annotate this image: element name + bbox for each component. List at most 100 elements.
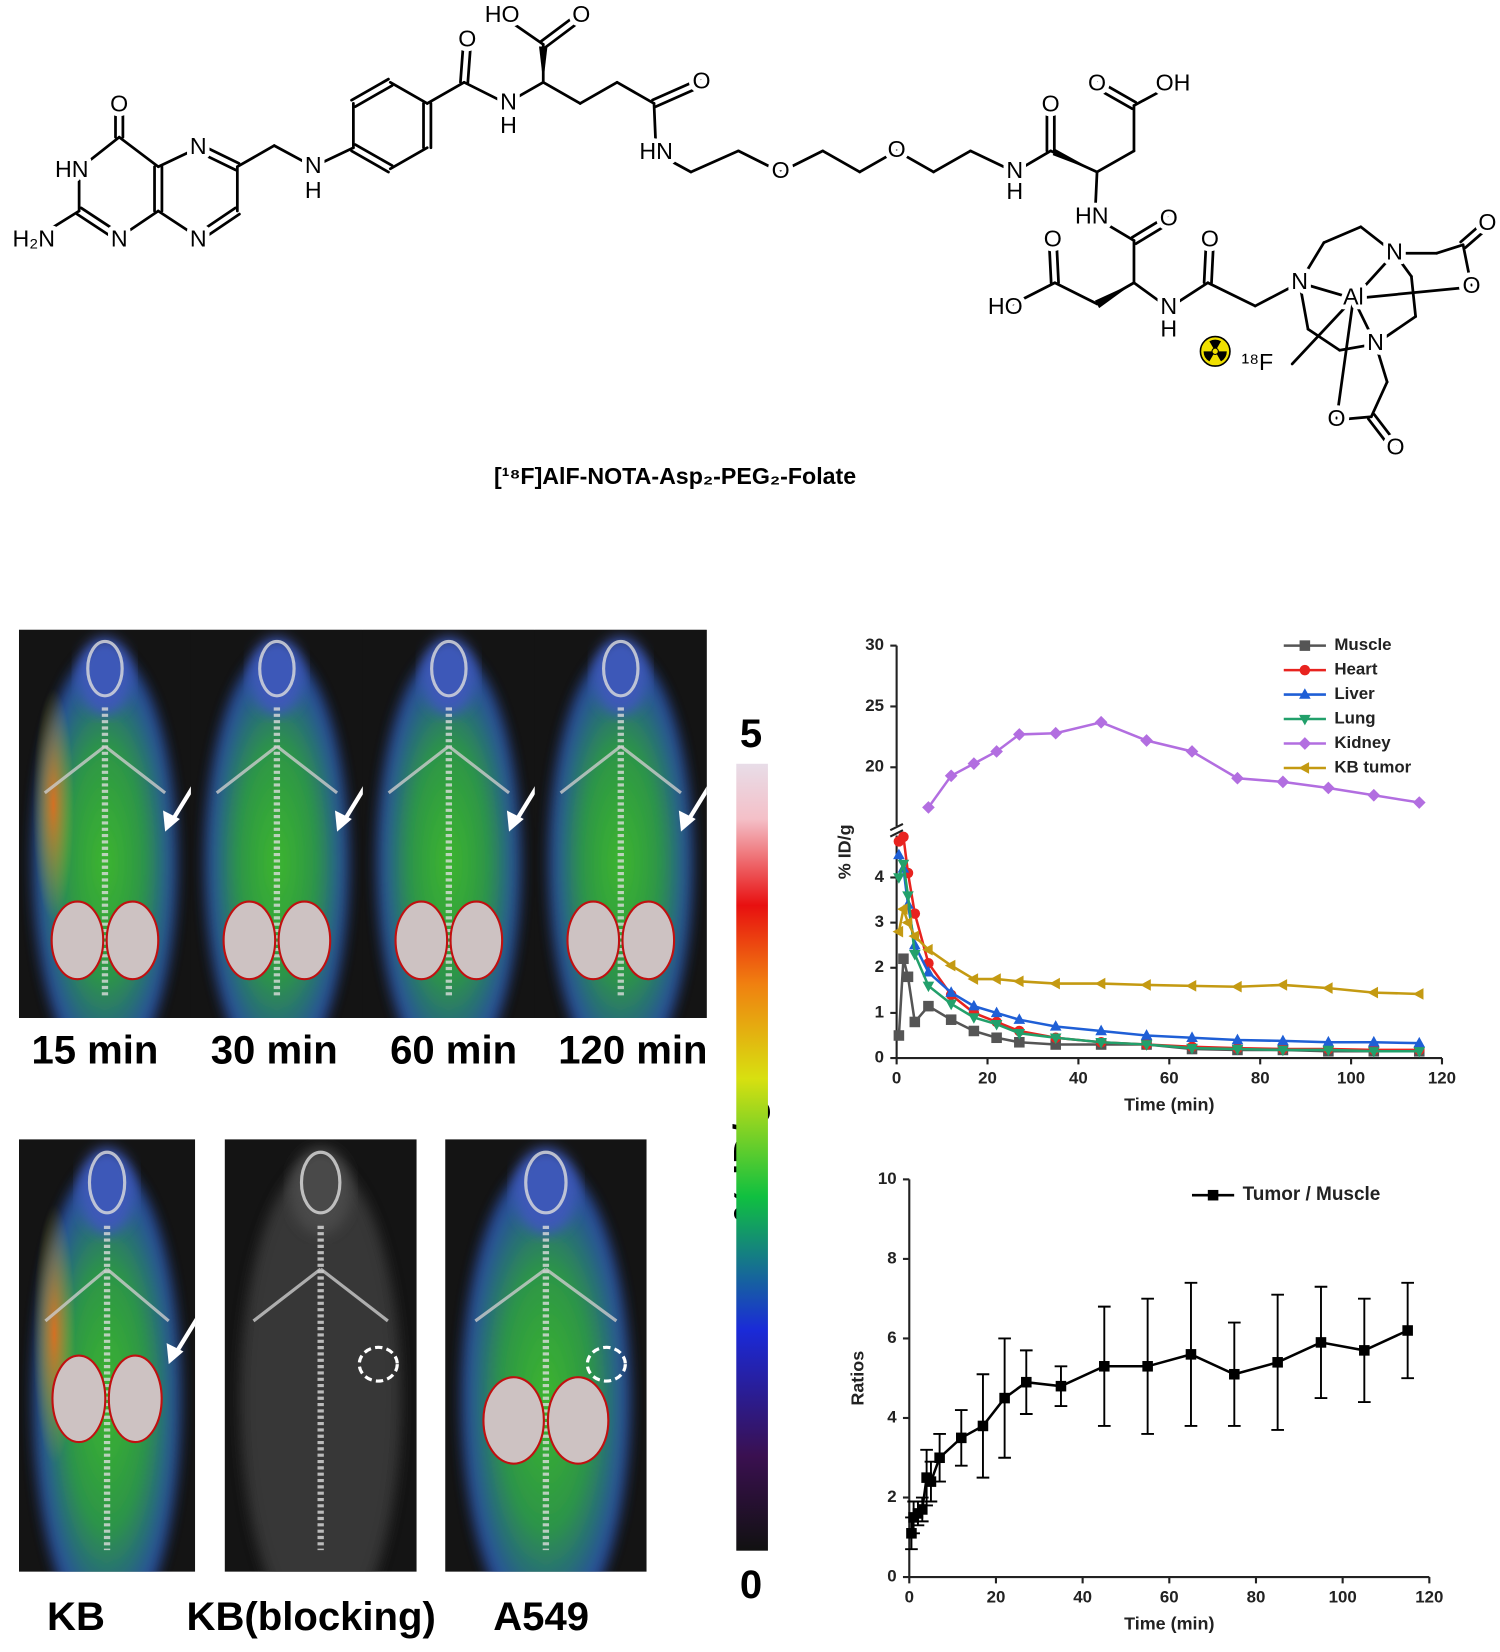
bond — [1298, 281, 1355, 300]
marker — [902, 891, 914, 902]
series-line — [910, 1329, 1409, 1534]
bond — [1374, 342, 1389, 384]
bond — [1055, 239, 1060, 284]
legend-label: Muscle — [1334, 635, 1391, 654]
mouse-head — [249, 637, 305, 716]
model-label: A549 — [493, 1595, 589, 1639]
atom-label: O — [110, 91, 128, 117]
bond — [1013, 149, 1053, 174]
y-tick-label: 8 — [887, 1248, 896, 1267]
arrow-head — [163, 810, 180, 832]
bond — [350, 149, 390, 174]
bond — [821, 149, 862, 174]
bond — [194, 206, 237, 236]
atom-label: O — [1201, 226, 1219, 252]
atom-label: H — [305, 177, 322, 203]
marker — [898, 953, 909, 965]
mouse-image — [18, 1139, 196, 1572]
tumor-circle — [585, 1345, 627, 1383]
x-tick-label: 100 — [1329, 1588, 1357, 1607]
marker — [1013, 975, 1024, 988]
x-tick-label: 100 — [1337, 1069, 1365, 1088]
bond — [1335, 415, 1373, 422]
marker — [944, 959, 956, 972]
bond — [195, 149, 238, 172]
kidney-left — [51, 1354, 107, 1444]
marker — [1185, 980, 1197, 992]
radioactive-blade — [1209, 339, 1221, 352]
y-axis-title: Ratios — [847, 1351, 867, 1406]
bond — [1298, 241, 1326, 285]
forelimbs — [474, 1267, 618, 1323]
atom-label: O — [1042, 91, 1060, 117]
atom-label: O — [572, 1, 590, 27]
bond — [615, 80, 656, 105]
y-tick-label: 3 — [875, 912, 884, 931]
marker — [1413, 1036, 1426, 1048]
series-line — [897, 958, 1420, 1053]
kidney-right — [105, 900, 160, 981]
arrow-head — [506, 810, 524, 832]
atom-label: HN — [1075, 202, 1109, 228]
bond — [1130, 214, 1169, 239]
kidney-right — [449, 900, 504, 981]
bond — [539, 11, 581, 43]
y-tick-label: 4 — [887, 1407, 897, 1426]
marker — [1276, 775, 1290, 789]
marker — [1094, 977, 1106, 990]
bond — [79, 206, 123, 236]
forelimbs — [387, 745, 510, 795]
bond — [1435, 243, 1465, 255]
bond — [652, 102, 658, 155]
marker — [922, 981, 935, 993]
marker — [897, 859, 910, 871]
bond — [156, 146, 200, 169]
marker — [908, 930, 920, 942]
atom-label: O — [1462, 272, 1480, 298]
bond — [654, 151, 693, 174]
marker — [1402, 1325, 1413, 1336]
bond — [1095, 149, 1136, 174]
bond — [388, 146, 429, 171]
x-tick-label: 80 — [1247, 1588, 1266, 1607]
marker — [968, 1013, 980, 1024]
marker — [909, 1016, 921, 1028]
atom-label: O — [1160, 205, 1178, 231]
marker — [893, 873, 905, 884]
bond — [30, 209, 81, 242]
bond — [311, 146, 355, 169]
marker — [1095, 1024, 1107, 1036]
marker — [893, 1030, 905, 1041]
marker — [1368, 1035, 1380, 1047]
skull — [602, 639, 640, 698]
axis-break — [889, 822, 904, 832]
wedge-bond — [1052, 148, 1098, 172]
marker — [906, 1528, 917, 1539]
skull — [299, 1150, 342, 1215]
bond — [504, 80, 545, 105]
time-label: 60 min — [390, 1028, 517, 1072]
marker — [925, 1476, 937, 1487]
marker — [893, 848, 905, 860]
atom-label: N — [305, 152, 322, 178]
legend-label: Heart — [1334, 660, 1377, 679]
marker — [1231, 1033, 1244, 1045]
atom-label: H — [1160, 315, 1177, 341]
marker — [892, 925, 904, 938]
kidney-right — [621, 900, 676, 981]
atom-label: N — [190, 226, 207, 252]
marker — [1185, 1349, 1197, 1360]
kidney-left — [482, 1376, 545, 1465]
bond — [1003, 281, 1057, 310]
marker — [967, 757, 981, 770]
bond — [1335, 297, 1355, 422]
marker — [923, 1000, 934, 1012]
bond — [1093, 215, 1136, 242]
mouse-image — [18, 629, 191, 1018]
atom-label: O — [692, 67, 710, 93]
skull — [524, 1150, 568, 1215]
bond — [1167, 281, 1210, 310]
bond — [544, 17, 585, 49]
bond — [1306, 327, 1342, 352]
marker — [967, 973, 979, 985]
